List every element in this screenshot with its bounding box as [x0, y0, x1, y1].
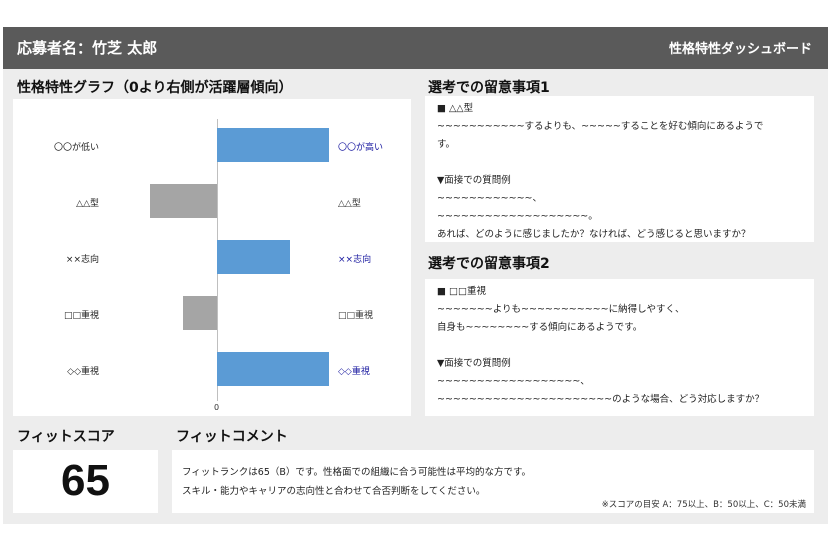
trait-left-label: ◇◇重視 [67, 367, 99, 377]
fit-comment-line1: フィットランクは65（B）です。性格面での組織に合う可能性は平均的な方です。 [182, 467, 532, 478]
trait-right-label: ××志向 [338, 255, 372, 265]
trait-left-label: 〇〇が低い [53, 143, 99, 153]
fit-score-title: フィットスコア [17, 429, 115, 445]
trait-right-label: □□重視 [338, 311, 374, 321]
note2-line: ■ □□重視 [437, 286, 486, 297]
trait-bar [217, 352, 329, 386]
note2-line: ▼面接での質問例 [437, 358, 511, 369]
trait-right-label: △△型 [338, 199, 361, 209]
dashboard-header: 応募者名：竹芝 太郎 性格特性ダッシュボード [3, 27, 828, 69]
note1-line: ~~~~~~~~~~~するよりも、~~~~~することを好む傾向にあるようで [437, 121, 764, 132]
note2-line [437, 337, 802, 355]
applicant-name: 応募者名：竹芝 太郎 [17, 39, 158, 57]
note2-line: ~~~~~~~~~~~~~~~~~~、 [437, 376, 590, 387]
trait-right-label: ◇◇重視 [338, 367, 370, 377]
note2-line: ~~~~~~~~~~~~~~~~~~~~~~のような場合、どう対応しますか？ [437, 394, 765, 405]
trait-bar [149, 184, 217, 218]
trait-graph-panel: 0 〇〇が低い 〇〇が高い △△型 △△型 ××志向 ××志向 □□重視 □□重視 ◇◇重視 ◇◇… [13, 99, 411, 416]
note1-line: ▼面接での質問例 [437, 175, 511, 186]
note1-line [437, 154, 802, 172]
fit-score-value: 65 [61, 456, 110, 505]
trait-left-label: □□重視 [63, 311, 99, 321]
trait-bar [217, 240, 290, 274]
trait-left-label: △△型 [76, 199, 99, 209]
note1-title: 選考での留意事項1 [428, 80, 550, 96]
trait-bar [217, 128, 329, 162]
dashboard-title: 性格特性ダッシュボード [668, 42, 812, 57]
trait-left-label: ××志向 [65, 255, 99, 265]
note1-line: ■ △△型 [437, 103, 474, 114]
note2-line: ~~~~~~~よりも~~~~~~~~~~~に納得しやすく、 [437, 304, 685, 315]
fit-comment-line2: スキル・能力やキャリアの志向性と合わせて合否判断をしてください。 [182, 486, 486, 497]
graph-title: 性格特性グラフ（0より右側が活躍層傾向） [17, 80, 293, 96]
fit-score-box: 65 [13, 450, 158, 513]
note1-line: あれば、どのように感じましたか？なければ、どう感じると思いますか？ [437, 229, 751, 240]
fit-comment-title: フィットコメント [176, 429, 288, 445]
score-guideline-footnote: ※スコアの目安 A：75以上、B：50以上、C：50未満 [601, 500, 806, 510]
trait-right-label: 〇〇が高い [338, 143, 384, 153]
fit-comment-box: フィットランクは65（B）です。性格面での組織に合う可能性は平均的な方です。 ス… [172, 450, 814, 513]
note1-line: ~~~~~~~~~~~~~~~~~~~。 [437, 211, 598, 222]
note2-line: 自身も~~~~~~~~する傾向にあるようです。 [437, 322, 643, 333]
zero-tick-label: 0 [214, 403, 220, 412]
note1-panel: ■ △△型 ~~~~~~~~~~~するよりも、~~~~~することを好む傾向にあるよ… [425, 96, 814, 242]
note2-panel: ■ □□重視 ~~~~~~~よりも~~~~~~~~~~~に納得しやすく、 自身も~~… [425, 279, 814, 416]
note2-title: 選考での留意事項2 [428, 256, 550, 272]
note1-line: ~~~~~~~~~~~~、 [437, 193, 543, 204]
trait-bar [183, 296, 217, 330]
note1-line: す。 [437, 139, 456, 150]
